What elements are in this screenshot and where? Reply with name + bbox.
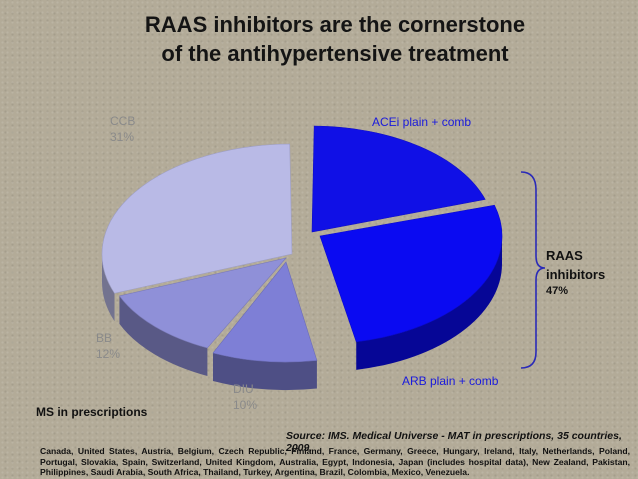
slice-label-bb-pct: 12% bbox=[96, 347, 121, 361]
pie-slice-arb bbox=[319, 204, 503, 343]
raas-inhibitors-pct: 47% bbox=[546, 285, 569, 297]
pie-slice-bb bbox=[118, 257, 287, 349]
chart-title: RAAS inhibitors are the cornerstone of t… bbox=[144, 12, 526, 66]
slice-label-ccb: CCB 31% bbox=[110, 113, 135, 145]
pie-slice-ccb bbox=[101, 143, 293, 294]
slice-label-ccb-pct: 31% bbox=[110, 130, 135, 144]
slice-label-diu-name: DIU bbox=[233, 382, 254, 396]
countries-list: Canada, United States, Austria, Belgium,… bbox=[40, 446, 630, 477]
raas-bracket bbox=[520, 171, 546, 369]
ms-in-prescriptions: MS in prescriptions bbox=[36, 405, 148, 419]
pie-side-arb bbox=[356, 236, 503, 370]
slice-label-diu-pct: 10% bbox=[233, 398, 258, 412]
slice-label-diu: DIU 10% bbox=[233, 381, 257, 413]
pie-side-ccb bbox=[102, 254, 115, 322]
raas-inhibitors-label: RAAS inhibitors bbox=[546, 248, 606, 282]
pie-slice-acei bbox=[311, 125, 486, 233]
slice-label-bb-name: BB bbox=[96, 331, 113, 345]
slice-label-arb: ARB plain + comb bbox=[402, 373, 498, 389]
pie-slice-diu bbox=[212, 261, 318, 363]
slice-label-ccb-name: CCB bbox=[110, 114, 136, 128]
slice-label-acei-name: ACEi plain + comb bbox=[372, 115, 472, 129]
slice-label-acei: ACEi plain + comb bbox=[372, 114, 471, 130]
slice-label-bb: BB 12% bbox=[96, 330, 120, 362]
slice-label-arb-name: ARB plain + comb bbox=[402, 374, 499, 388]
source-note: Source: IMS. Medical Universe - MAT in p… bbox=[286, 430, 622, 454]
pie-side-bb bbox=[119, 295, 208, 376]
pie-tops bbox=[101, 125, 503, 363]
